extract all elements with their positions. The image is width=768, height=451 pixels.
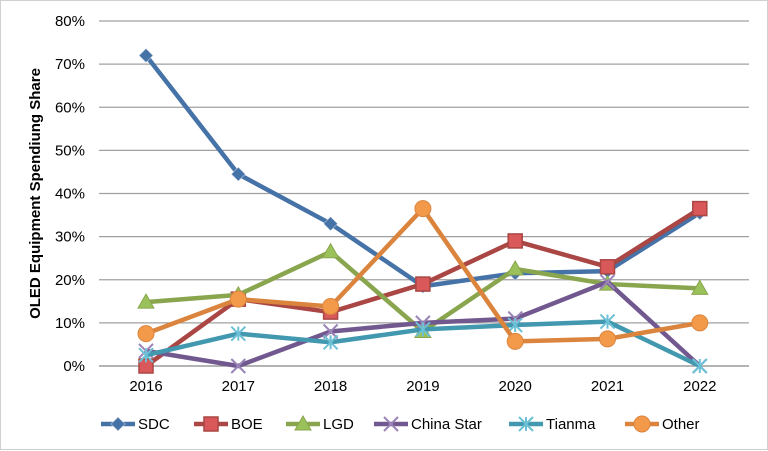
series-boe [138,200,708,374]
legend-label: LGD [323,416,354,433]
y-tick-label: 0% [63,358,85,375]
data-point-other [137,325,155,343]
data-point-boe [415,276,431,292]
data-point-lgd [690,279,709,295]
data-point-china-star [230,358,247,374]
x-tick-label: 2017 [222,378,255,395]
y-tick-label: 40% [55,186,85,203]
legend-label: Tianma [546,416,596,433]
legend-item-lgd: LGD [286,414,354,433]
y-tick-label: 50% [55,142,85,159]
data-point-tianma [599,313,616,330]
data-point-other [691,314,709,332]
data-point-sdc [322,215,339,232]
legend-marker-sdc [110,416,126,432]
x-tick-label: 2018 [314,378,347,395]
y-tick-label: 30% [55,229,85,246]
series-line-sdc [144,54,702,289]
data-point-sdc [230,166,247,182]
legend-marker-boe [203,416,219,432]
data-point-other [506,332,524,350]
legend-marker-tianma [518,416,534,432]
data-point-other [322,297,340,315]
x-tick-label: 2019 [406,378,439,395]
legend-label: BOE [231,416,263,433]
x-tick-label: 2022 [683,378,716,395]
legend-item-china-star: China Star [374,416,482,433]
data-point-tianma [322,334,339,350]
data-point-tianma [415,321,431,338]
data-point-sdc [138,47,154,64]
series-tianma [138,313,708,374]
data-point-tianma [138,347,154,363]
legend-marker-china-star [383,416,399,432]
data-point-lgd [137,293,155,309]
y-tick-label: 10% [55,315,85,332]
data-point-boe [599,259,616,275]
legend-label: China Star [411,416,482,433]
data-point-tianma [507,317,523,333]
data-point-tianma [692,358,708,374]
legend-label: SDC [138,416,170,433]
y-tick-label: 60% [55,99,85,116]
data-point-boe [507,233,523,249]
data-point-china-star [322,323,339,340]
data-point-other [229,290,247,308]
legend-label: Other [662,416,700,433]
data-point-tianma [230,325,247,342]
data-point-lgd [321,242,340,259]
y-axis-label: OLED Equipment Spendiung Share [27,68,44,319]
data-point-other [599,330,616,348]
data-point-china-star [599,274,616,290]
y-tick-label: 80% [55,13,85,30]
legend-marker-other [633,415,651,433]
legend-item-tianma: Tianma [509,416,596,433]
data-point-boe [692,200,708,217]
x-tick-label: 2016 [129,378,162,395]
data-point-lgd [506,259,525,276]
x-tick-label: 2020 [499,378,532,395]
legend-item-other: Other [625,415,700,433]
y-tick-label: 20% [55,272,85,289]
legend-marker-lgd [294,414,312,431]
y-tick-label: 70% [55,56,85,73]
series-other [137,200,709,350]
legend-item-sdc: SDC [101,416,170,433]
legend-item-boe: BOE [194,416,263,433]
x-tick-label: 2021 [591,378,624,395]
data-point-other [414,200,432,218]
